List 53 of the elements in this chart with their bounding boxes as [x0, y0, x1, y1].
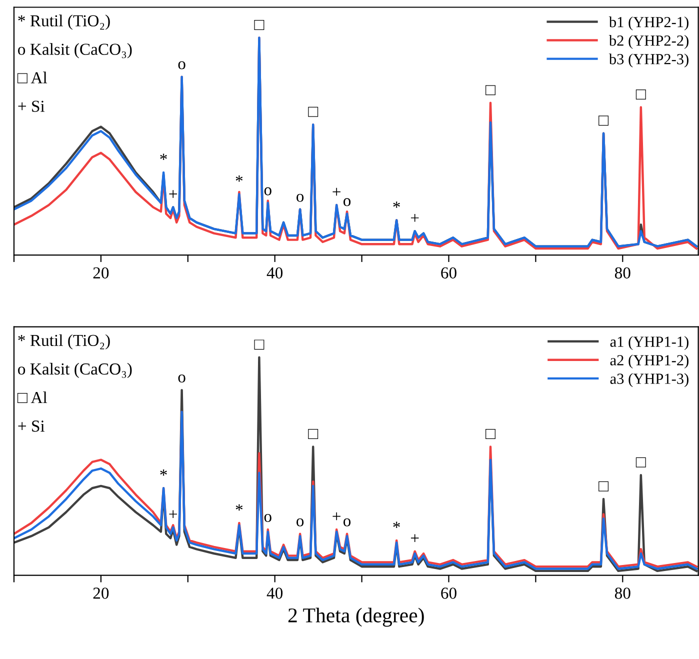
annotation: o [296, 518, 304, 526]
annotation: o [264, 514, 272, 522]
legend-label: b3 (YHP2-3) [608, 54, 688, 68]
x-tick-label: 60 [441, 267, 456, 279]
annotation: + [169, 190, 177, 198]
annotation: o [343, 198, 351, 206]
annotation: o Kalsit (CaCO₃) [18, 362, 132, 378]
text: * Rutil (TiO₂) [18, 334, 110, 350]
annotation: □ [254, 340, 264, 350]
annotation: □ [308, 429, 318, 440]
x-axis-title: 2 Theta (degree) [288, 608, 424, 627]
x-tick-label: 40 [266, 267, 283, 279]
annotation: □ [486, 85, 496, 96]
x-tick-label: 60 [441, 588, 456, 599]
annotation: o [343, 518, 351, 526]
annotation: * [393, 202, 400, 208]
annotation: □ [636, 90, 646, 100]
annotation: o [178, 374, 186, 383]
annotation: * [236, 504, 243, 510]
annotation: o [296, 194, 304, 202]
annotation: * [236, 176, 243, 182]
annotation: □ [598, 116, 609, 126]
annotation: * [393, 522, 400, 528]
annotation: + Si [18, 100, 45, 112]
legend-label: a3 (YHP1-3) [610, 373, 688, 388]
annotation: o [178, 61, 186, 70]
legend-label: b2 (YHP2-2) [608, 35, 688, 49]
annotation: * [160, 470, 167, 476]
annotation: + [332, 512, 340, 520]
legend-label: a2 (YHP1-2) [610, 354, 688, 369]
x-tick-label: 20 [93, 267, 109, 279]
annotation: o Kalsit (CaCO₃) [18, 43, 132, 58]
annotation: + Si [18, 420, 45, 432]
annotation: + [410, 534, 419, 542]
annotation: □ Al [17, 72, 48, 84]
annotation: □ [254, 20, 264, 30]
annotation: □ [598, 481, 609, 492]
legend-label: a1 (YHP1-1) [610, 336, 688, 350]
annotation: □ [486, 429, 496, 440]
annotation: o [264, 187, 272, 196]
annotation: □ Al [17, 391, 48, 404]
x-tick-label: 80 [614, 267, 630, 279]
legend-label: b1 (YHP2-1) [608, 16, 688, 30]
annotation: □ [308, 106, 318, 117]
x-tick-label: 40 [266, 588, 283, 599]
annotation: + [410, 214, 419, 222]
annotation: + [332, 188, 340, 196]
text: * Rutil (TiO₂) [18, 14, 110, 30]
annotation: + [169, 510, 177, 518]
x-tick-label: 80 [614, 588, 630, 599]
annotation: * [160, 154, 167, 160]
annotation: □ [636, 457, 646, 468]
x-tick-label: 20 [93, 588, 109, 599]
